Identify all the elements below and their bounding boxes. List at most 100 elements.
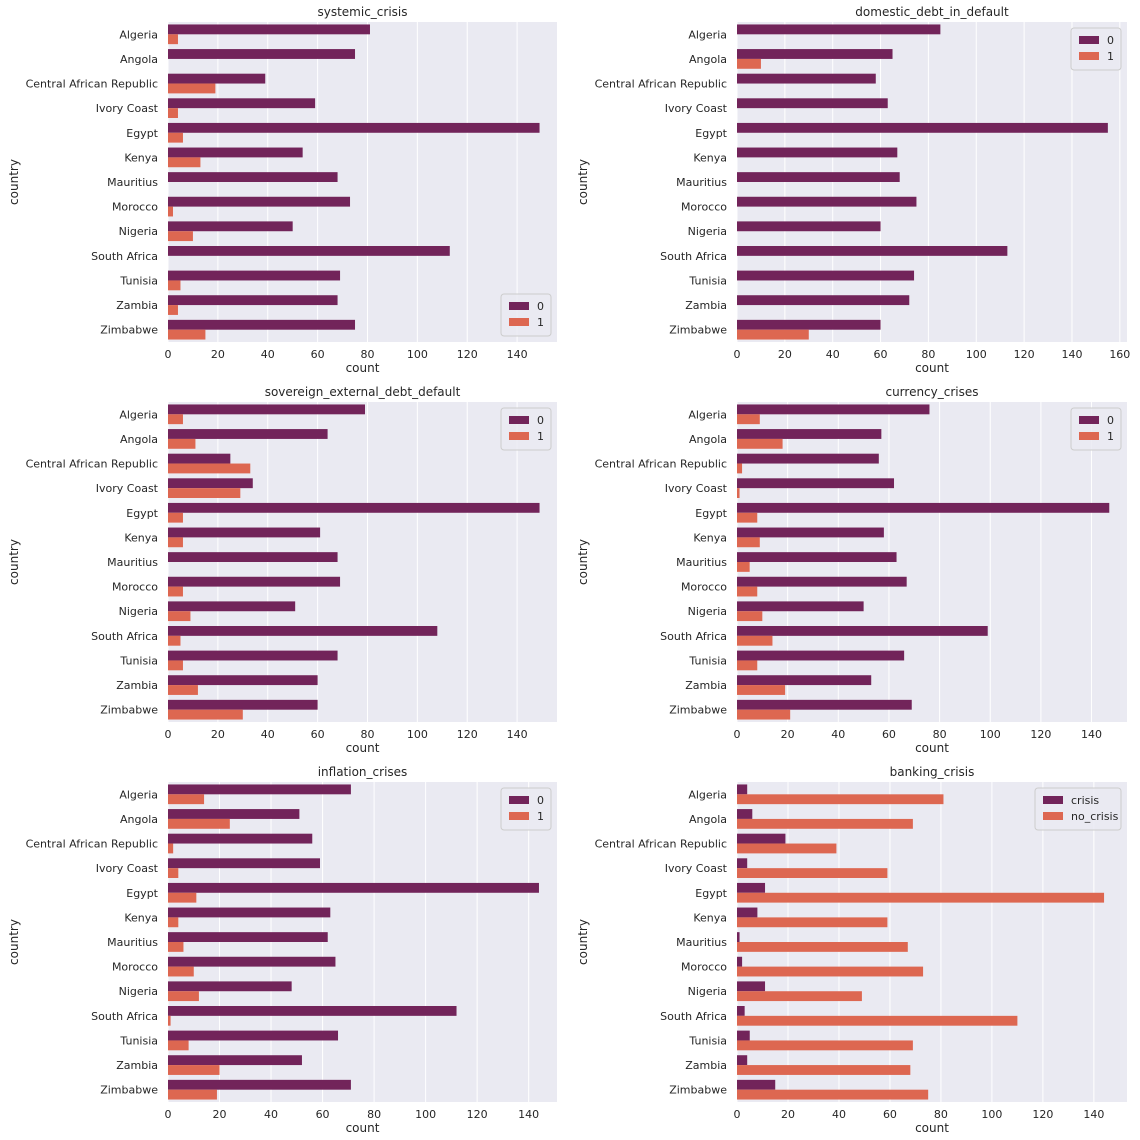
y-tick-label: Nigeria <box>119 605 158 618</box>
x-tick-label: 80 <box>934 1108 948 1121</box>
y-tick-label: Mauritius <box>107 556 158 569</box>
bar-egypt-crisis <box>737 882 766 893</box>
bar-mauritius-0 <box>737 552 897 562</box>
legend-swatch <box>1079 416 1099 424</box>
bar-tunisia-1 <box>168 660 183 671</box>
bar-kenya-crisis <box>737 907 758 918</box>
bar-angola-1 <box>737 438 783 449</box>
y-tick-label: Morocco <box>112 201 158 214</box>
bar-kenya-1 <box>168 157 201 168</box>
bar-kenya-no_crisis <box>737 917 888 928</box>
bar-south-africa-0 <box>168 626 438 636</box>
y-tick-label: Ivory Coast <box>665 102 728 115</box>
x-tick-label: 20 <box>781 1108 795 1121</box>
bar-zimbabwe-0 <box>168 699 318 710</box>
bar-morocco-1 <box>168 966 194 977</box>
bar-ivory-coast-1 <box>737 488 740 498</box>
bar-zimbabwe-crisis <box>737 1079 776 1090</box>
y-tick-label: Mauritius <box>107 936 158 949</box>
y-tick-label: Tunisia <box>688 654 727 667</box>
bar-egypt-1 <box>168 132 183 143</box>
y-tick-label: Egypt <box>695 127 727 140</box>
x-tick-label: 80 <box>360 348 374 361</box>
x-tick-label: 80 <box>921 348 935 361</box>
x-tick-label: 100 <box>966 348 987 361</box>
x-axis-label: count <box>915 741 949 755</box>
y-tick-label: Kenya <box>693 911 727 924</box>
bar-tunisia-0 <box>737 270 915 281</box>
y-tick-label: South Africa <box>660 250 727 263</box>
bar-zambia-1 <box>168 305 178 315</box>
subplot-sovereign_external_debt_default: 0 20 40 60 80 100 120 140 Algeria Angola Central A… <box>7 385 557 755</box>
legend-swatch <box>509 318 529 326</box>
bar-egypt-0 <box>737 122 1108 133</box>
chart-title: domestic_debt_in_default <box>855 5 1009 19</box>
bar-egypt-1 <box>737 512 758 523</box>
y-tick-label: Ivory Coast <box>96 482 159 495</box>
x-tick-label: 80 <box>360 728 374 741</box>
bar-central-african-republic-1 <box>168 843 174 854</box>
bar-mauritius-0 <box>737 172 900 182</box>
bar-algeria-1 <box>168 794 205 805</box>
bar-ivory-coast-1 <box>168 108 178 118</box>
bar-kenya-0 <box>737 147 898 158</box>
bar-south-africa-1 <box>737 635 773 646</box>
legend-swatch <box>1043 812 1063 820</box>
y-axis-label: country <box>576 539 590 585</box>
bar-kenya-1 <box>737 537 760 548</box>
x-tick-label: 120 <box>1014 348 1035 361</box>
bar-zimbabwe-1 <box>168 329 206 340</box>
y-tick-label: Tunisia <box>119 274 158 287</box>
bar-south-africa-0 <box>168 1006 457 1016</box>
x-axis-label: count <box>346 361 380 375</box>
y-tick-label: Angola <box>689 53 727 66</box>
x-tick-label: 120 <box>467 1108 488 1121</box>
legend-label: 0 <box>1107 34 1114 47</box>
bar-morocco-0 <box>737 576 907 587</box>
y-tick-label: Kenya <box>124 531 158 544</box>
legend: 01 <box>500 787 552 831</box>
x-tick-label: 120 <box>457 728 478 741</box>
y-tick-label: Central African Republic <box>26 458 158 471</box>
bar-mauritius-0 <box>168 172 338 182</box>
y-tick-label: Morocco <box>681 961 727 974</box>
x-tick-label: 80 <box>933 728 947 741</box>
y-tick-label: Algeria <box>688 28 727 41</box>
y-tick-label: Ivory Coast <box>96 862 159 875</box>
y-tick-label: Egypt <box>126 507 158 520</box>
bar-egypt-1 <box>168 892 197 903</box>
y-tick-label: Zambia <box>685 299 727 312</box>
bar-ivory-coast-0 <box>168 478 253 489</box>
x-tick-label: 40 <box>831 728 845 741</box>
x-tick-label: 60 <box>883 1108 897 1121</box>
bar-morocco-0 <box>168 576 341 587</box>
bar-tunisia-1 <box>737 660 758 671</box>
bar-mauritius-crisis <box>737 932 740 942</box>
legend-label: 0 <box>1107 414 1114 427</box>
y-tick-label: Ivory Coast <box>96 102 159 115</box>
y-tick-label: Egypt <box>695 887 727 900</box>
x-tick-label: 120 <box>1030 728 1051 741</box>
chart-title: inflation_crises <box>318 765 408 779</box>
y-tick-label: Ivory Coast <box>665 862 728 875</box>
y-axis-label: country <box>7 159 21 205</box>
y-tick-label: Kenya <box>693 531 727 544</box>
bar-nigeria-0 <box>168 601 296 612</box>
bar-morocco-1 <box>737 586 758 597</box>
bar-algeria-0 <box>737 404 930 415</box>
bar-south-africa-0 <box>737 626 988 636</box>
bar-kenya-1 <box>168 917 179 928</box>
bar-central-african-republic-crisis <box>737 833 786 844</box>
y-tick-label: Zimbabwe <box>669 324 727 337</box>
legend-label: 1 <box>537 316 544 329</box>
bar-angola-1 <box>168 438 196 449</box>
bar-tunisia-1 <box>168 280 181 291</box>
bar-mauritius-1 <box>737 562 750 572</box>
bar-tunisia-no_crisis <box>737 1040 913 1051</box>
bar-central-african-republic-0 <box>737 453 879 464</box>
bar-south-africa-1 <box>168 635 181 646</box>
bar-egypt-0 <box>168 882 539 893</box>
legend-swatch <box>509 812 529 820</box>
x-tick-label: 40 <box>261 728 275 741</box>
